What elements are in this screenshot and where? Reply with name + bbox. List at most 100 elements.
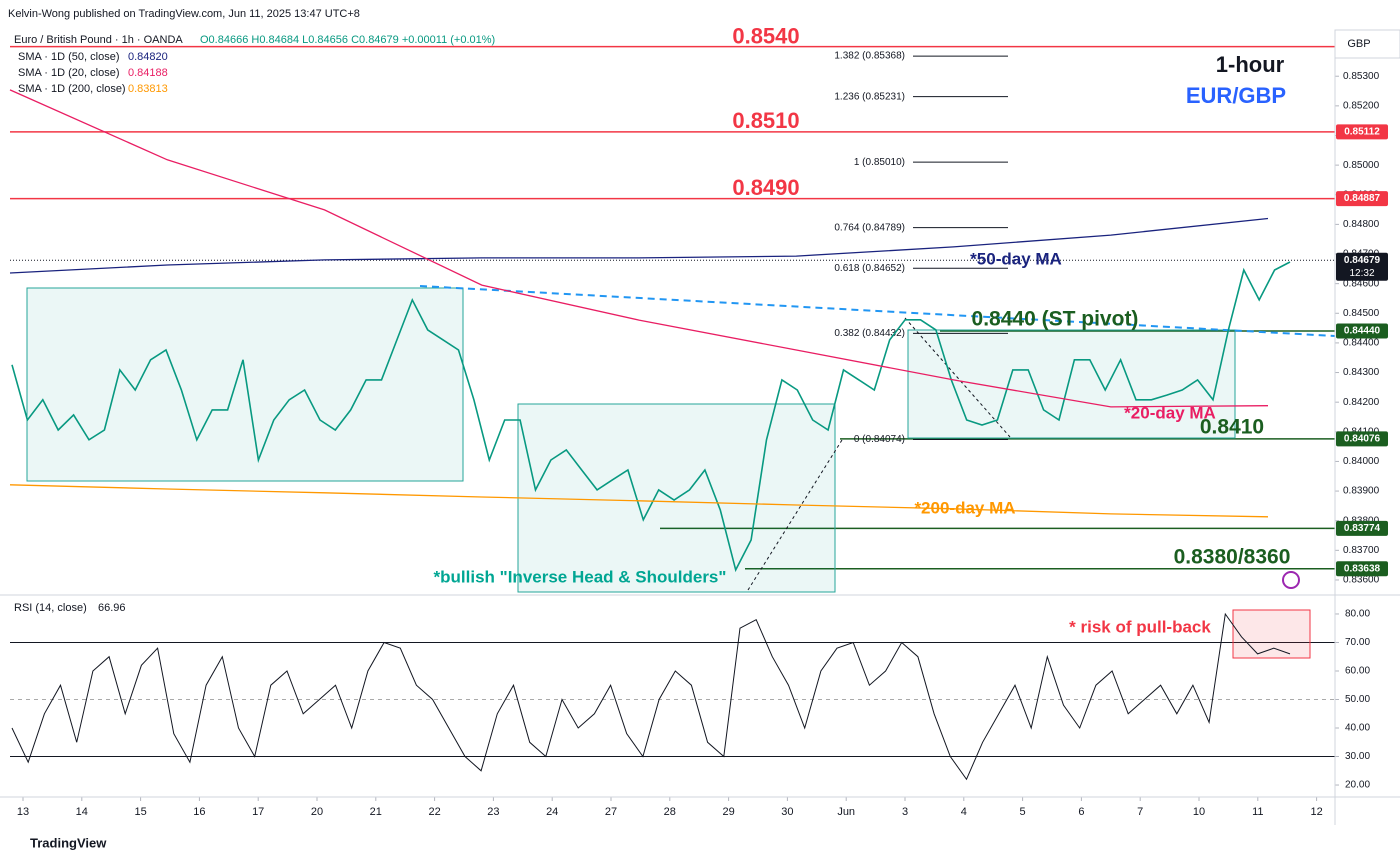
- price-tag-label: 0.84440: [1344, 326, 1381, 337]
- x-tick-label: 12: [1310, 806, 1322, 818]
- x-tick-label: 17: [252, 806, 264, 818]
- fib-label: 1.382 (0.85368): [834, 51, 905, 62]
- y-tick-label: 30.00: [1345, 751, 1370, 762]
- price-tag-label: 0.84887: [1344, 193, 1381, 204]
- price-tag-label: 0.84679: [1344, 255, 1381, 266]
- currency-box: [1334, 29, 1400, 59]
- x-tick-label: 30: [781, 806, 793, 818]
- y-tick-label: 60.00: [1345, 666, 1370, 677]
- annotation: *bullish "Inverse Head & Shoulders": [434, 567, 727, 586]
- x-tick-label: 20: [311, 806, 323, 818]
- level-label: 0.8490: [732, 175, 799, 200]
- price-tag-label: 0.84076: [1344, 434, 1381, 445]
- fib-label: 0.618 (0.84652): [834, 263, 905, 274]
- timeframe: 1-hour: [1216, 52, 1285, 77]
- trend-line: [419, 285, 1336, 337]
- y-tick-label: 40.00: [1345, 723, 1370, 734]
- rsi-box: [1232, 609, 1311, 659]
- fib-label: 1 (0.85010): [854, 157, 905, 168]
- x-tick-label: 15: [134, 806, 146, 818]
- x-tick-label: 3: [902, 806, 908, 818]
- x-tick-label: 21: [370, 806, 382, 818]
- range-box: [26, 287, 464, 482]
- x-tick-label: 16: [193, 806, 205, 818]
- price-tag-label: 0.83774: [1344, 523, 1381, 534]
- fib-label: 1.236 (0.85231): [834, 91, 905, 102]
- price-tag-label: 0.83638: [1344, 563, 1381, 574]
- price-tag: [1336, 431, 1388, 447]
- currency: GBP: [1347, 38, 1370, 50]
- x-tick-label: 23: [487, 806, 499, 818]
- x-tick-label: 28: [664, 806, 676, 818]
- y-tick-label: 0.84400: [1343, 338, 1380, 349]
- y-tick-label: 0.84200: [1343, 397, 1380, 408]
- price-timer: 12:32: [1349, 268, 1374, 279]
- y-tick-label: 0.85000: [1343, 160, 1380, 171]
- y-tick-label: 0.84500: [1343, 308, 1380, 319]
- price-tag: [1336, 520, 1388, 536]
- y-tick-label: 0.84600: [1343, 278, 1380, 289]
- series-line: [9, 89, 1269, 408]
- price-tag: [1336, 191, 1388, 207]
- legend-name: SMA · 1D (20, close): [18, 67, 119, 79]
- x-tick-label: 4: [961, 806, 967, 818]
- x-tick-label: 14: [76, 806, 88, 818]
- y-tick-label: 0.83700: [1343, 545, 1380, 556]
- annotation: 0.8440 (ST pivot): [972, 308, 1139, 331]
- y-tick-label: 80.00: [1345, 609, 1370, 620]
- brand: TradingView: [30, 835, 107, 850]
- price-tag: [1336, 323, 1388, 339]
- annotation: *200-day MA: [914, 498, 1015, 517]
- x-tick-label: 24: [546, 806, 558, 818]
- y-tick-label: 0.85300: [1343, 71, 1380, 82]
- pair: EUR/GBP: [1186, 83, 1286, 108]
- y-tick-label: 0.83900: [1343, 486, 1380, 497]
- x-tick-label: 11: [1252, 806, 1263, 818]
- x-tick-label: 7: [1137, 806, 1143, 818]
- fib-label: 0.382 (0.84432): [834, 328, 905, 339]
- quote: O0.84666 H0.84684 L0.84656 C0.84679 +0.0…: [200, 34, 495, 46]
- series-line: [9, 217, 1269, 274]
- legend-name: SMA · 1D (50, close): [18, 51, 119, 63]
- symbol-title: Euro / British Pound · 1h · OANDA: [14, 34, 183, 46]
- y-tick-label: 0.83800: [1343, 515, 1380, 526]
- series-line: [9, 484, 1269, 518]
- range-box: [907, 329, 1236, 439]
- legend-value: 0.84820: [128, 51, 168, 63]
- annotation: * risk of pull-back: [1069, 617, 1211, 636]
- price-tag: [1336, 252, 1388, 281]
- legend-value: 0.84188: [128, 67, 168, 79]
- y-tick-label: 70.00: [1345, 637, 1370, 648]
- series-line: [11, 612, 1291, 781]
- y-tick-label: 20.00: [1345, 780, 1370, 791]
- annotation: *50-day MA: [970, 249, 1062, 268]
- fib-label: 0.764 (0.84789): [834, 222, 905, 233]
- publisher: Kelvin-Wong published on TradingView.com…: [8, 8, 360, 20]
- annotation: 0.8410: [1200, 416, 1264, 439]
- series-line: [11, 261, 1291, 573]
- legend-value: 0.83813: [128, 83, 168, 95]
- level-label: 0.8510: [732, 108, 799, 133]
- y-tick-label: 0.85200: [1343, 100, 1380, 111]
- price-tag: [1336, 124, 1388, 140]
- annotation: *20-day MA: [1124, 403, 1216, 422]
- x-tick-label: 6: [1078, 806, 1084, 818]
- fib-label: 0 (0.84074): [854, 434, 905, 445]
- x-tick-label: 5: [1020, 806, 1026, 818]
- x-tick-label: 29: [722, 806, 734, 818]
- x-tick-label: 22: [428, 806, 440, 818]
- y-tick-label: 0.83600: [1343, 575, 1380, 586]
- y-tick-label: 50.00: [1345, 694, 1370, 705]
- x-tick-label: 27: [605, 806, 617, 818]
- x-tick-label: Jun: [837, 806, 855, 818]
- rsi-title: RSI (14, close): [14, 602, 87, 614]
- legend-name: SMA · 1D (200, close): [18, 83, 126, 95]
- price-tag-label: 0.85112: [1344, 127, 1380, 138]
- x-tick-label: 13: [17, 806, 29, 818]
- annotation: 0.8380/8360: [1174, 546, 1291, 569]
- y-tick-label: 0.84300: [1343, 367, 1380, 378]
- alert-icon[interactable]: [1282, 571, 1300, 589]
- y-tick-label: 0.84800: [1343, 219, 1380, 230]
